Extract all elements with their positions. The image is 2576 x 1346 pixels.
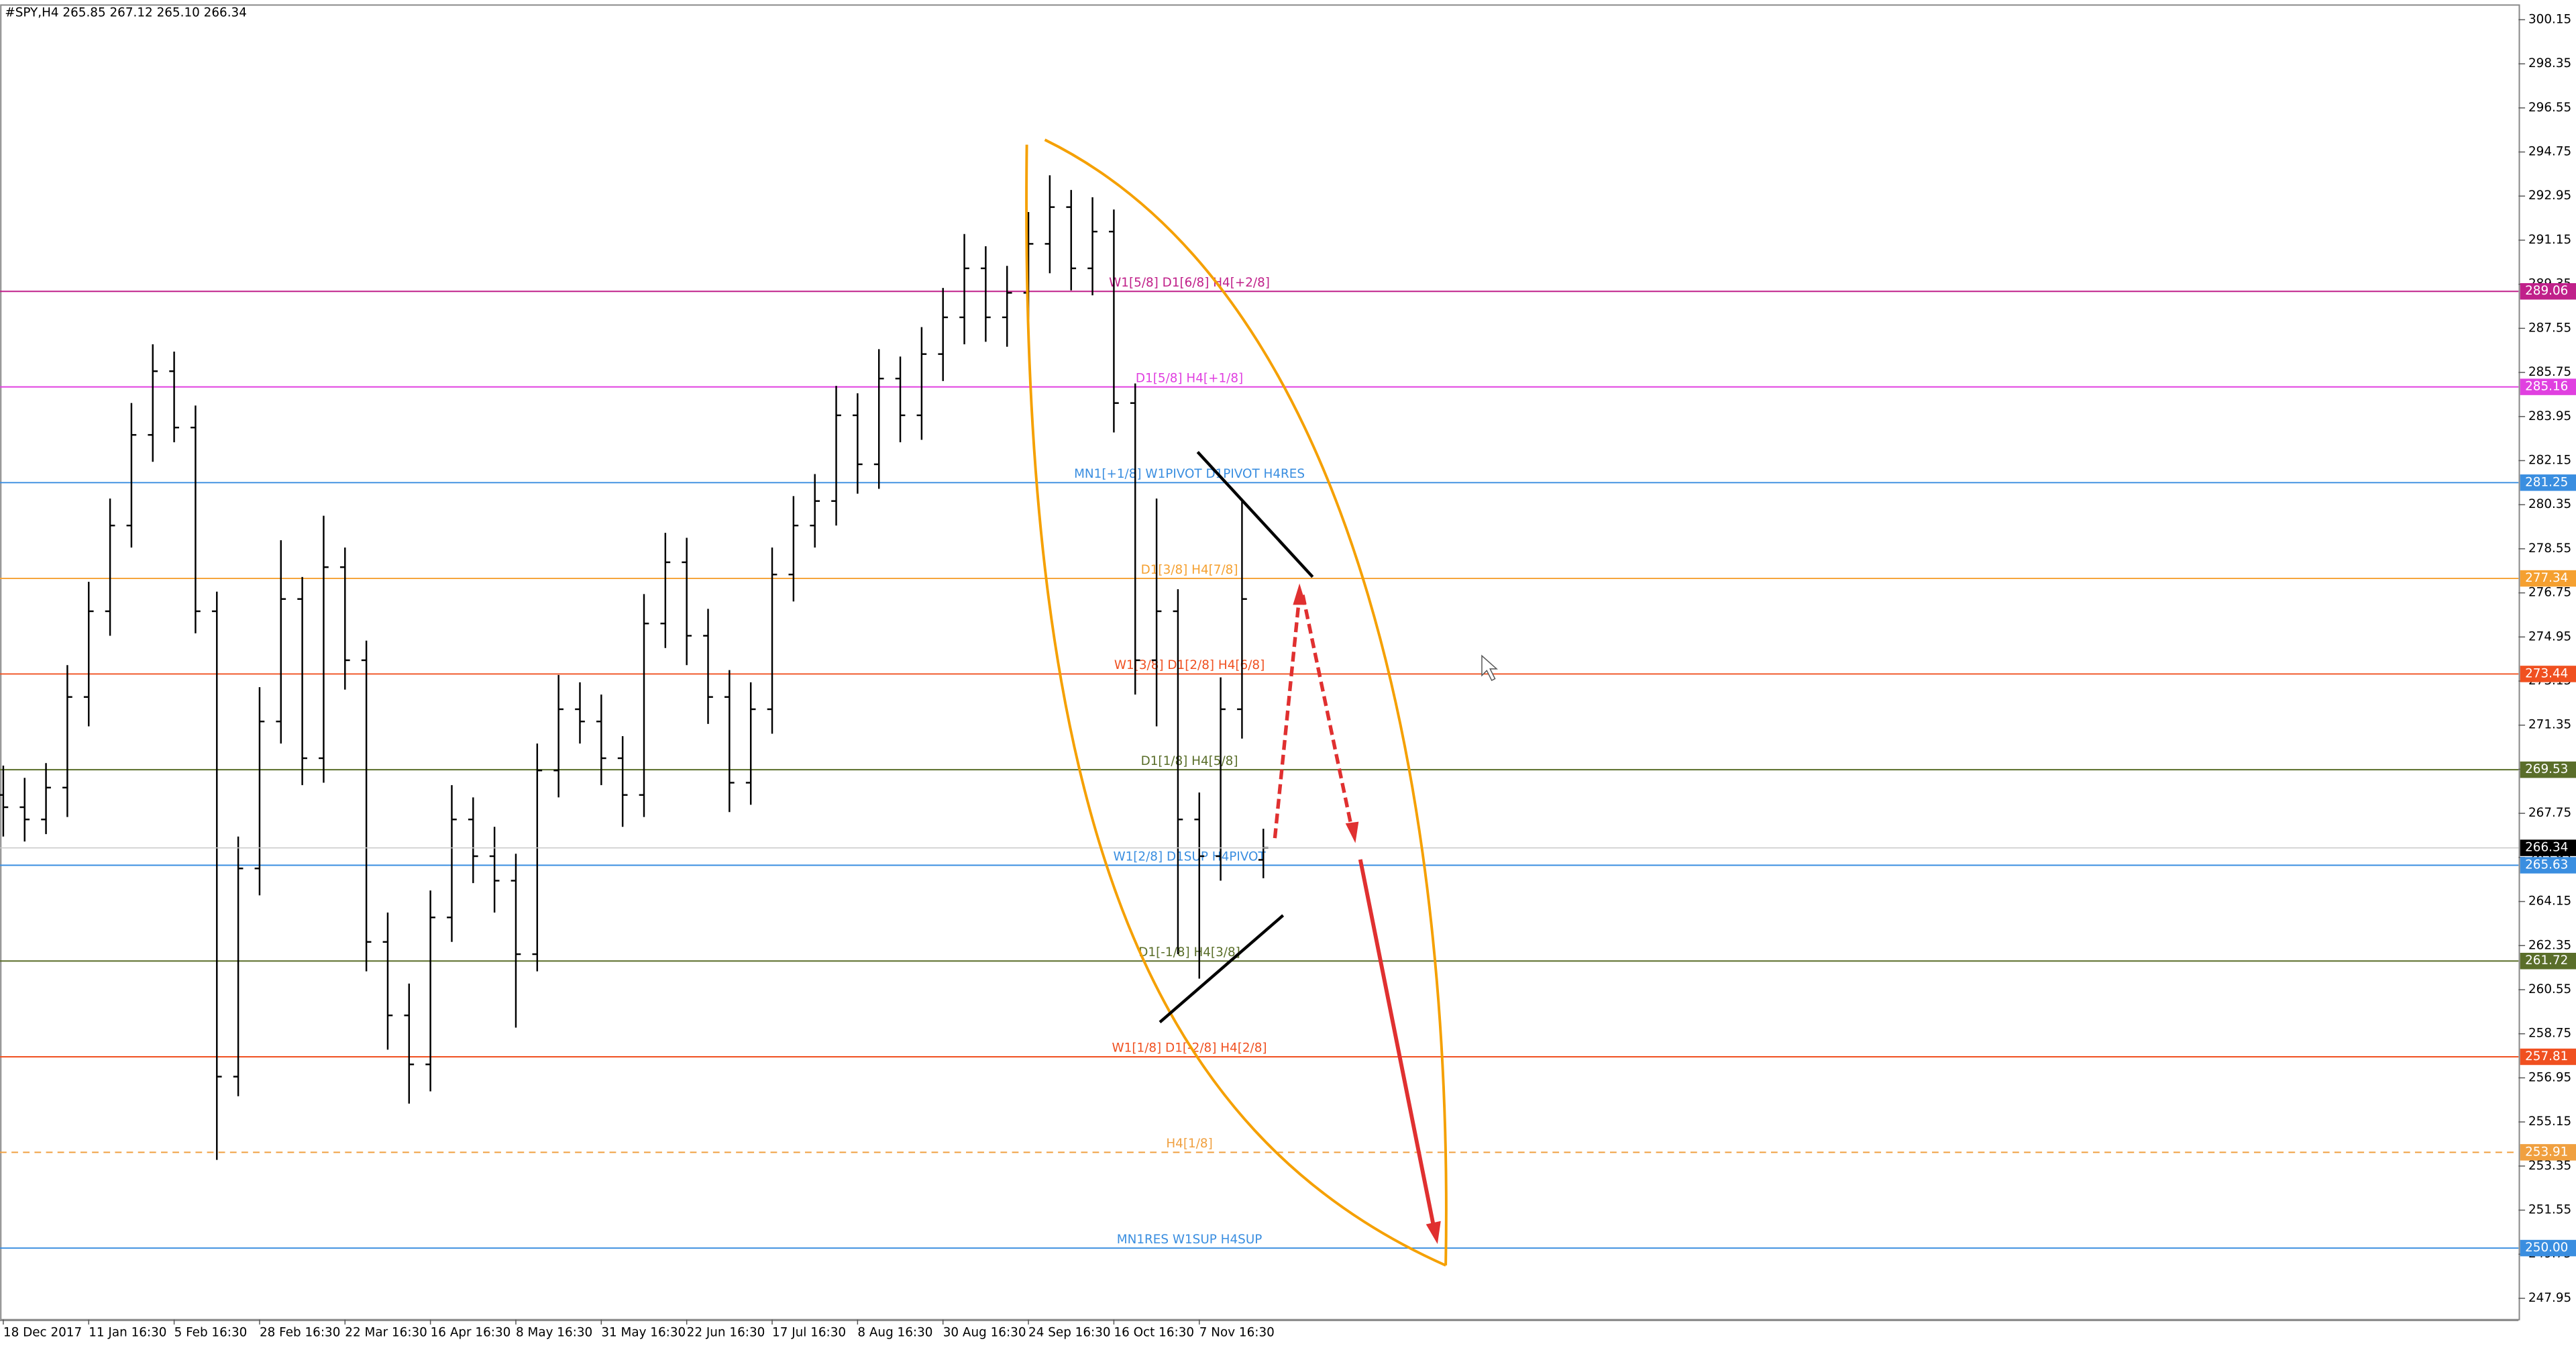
price-box-label: 277.34	[2525, 571, 2568, 585]
price-box	[2520, 282, 2576, 300]
price-box-label: 289.06	[2525, 284, 2568, 298]
y-tick-label: 280.35	[2528, 497, 2571, 511]
price-box	[2520, 1048, 2576, 1066]
y-tick-label: 247.95	[2528, 1291, 2571, 1305]
price-box-label: 285.16	[2525, 380, 2568, 394]
y-tick-label: 251.55	[2528, 1202, 2571, 1216]
y-tick-label: 296.55	[2528, 101, 2571, 115]
price-box-label: 269.53	[2525, 762, 2568, 776]
level-label: H4[1/8]	[1166, 1137, 1212, 1151]
price-box	[2520, 1144, 2576, 1161]
x-tick-label: 22 Mar 16:30	[345, 1325, 427, 1339]
y-tick-label: 278.55	[2528, 541, 2571, 556]
level-label: W1[3/8] D1[2/8] H4[6/8]	[1114, 658, 1265, 672]
arrow-down-dashed	[1301, 594, 1354, 831]
x-tick-label: 11 Jan 16:30	[89, 1325, 166, 1339]
price-box-label: 253.91	[2525, 1145, 2568, 1159]
axes: 300.15 298.35 296.55 294.75 292.95 291.15 289.…	[0, 5, 2576, 1339]
level-label: W1[2/8] D1SUP H4PIVOT	[1113, 849, 1266, 864]
price-box-label: 265.63	[2525, 858, 2568, 872]
y-tick-label: 253.35	[2528, 1159, 2571, 1173]
y-tick-label: 255.15	[2528, 1115, 2571, 1129]
trend-line	[1196, 451, 1314, 578]
y-tick-label: 258.75	[2528, 1027, 2571, 1041]
trend-line	[1159, 914, 1285, 1024]
y-tick-label: 292.95	[2528, 189, 2571, 203]
level-label: D1[5/8] H4[+1/8]	[1136, 371, 1243, 385]
price-box	[2520, 666, 2576, 682]
mouse-cursor	[1481, 654, 1498, 682]
y-tick-label: 271.35	[2528, 718, 2571, 732]
price-box	[2520, 953, 2576, 970]
arrow-up-dashed	[1273, 594, 1301, 839]
y-tick-label: 300.15	[2528, 12, 2571, 26]
level-label: D1[-1/8] H4[3/8]	[1138, 945, 1240, 960]
x-tick-label: 17 Jul 16:30	[772, 1325, 846, 1339]
level-label: W1[1/8] D1[-2/8] H4[2/8]	[1112, 1041, 1267, 1055]
x-tick-label: 8 Aug 16:30	[857, 1325, 932, 1339]
x-tick-label: 16 Oct 16:30	[1114, 1325, 1194, 1339]
y-tick-label: 256.95	[2528, 1070, 2571, 1084]
bars	[0, 175, 1269, 1160]
price-box	[2520, 378, 2576, 395]
arrow-head	[1426, 1221, 1441, 1245]
y-tick-label: 298.35	[2528, 56, 2571, 70]
arc-left	[1025, 144, 1446, 1267]
price-box	[2520, 474, 2576, 491]
price-box-label: 257.81	[2525, 1049, 2568, 1064]
current-price-box	[2520, 839, 2576, 856]
x-tick-label: 31 May 16:30	[601, 1325, 686, 1339]
y-tick-label: 287.55	[2528, 321, 2571, 335]
levels: W1[5/8] D1[6/8] H4[+2/8] D1[5/8] H4[+1/8]…	[0, 276, 2519, 1249]
x-tick-label: 28 Feb 16:30	[260, 1325, 340, 1339]
x-tick-label: 8 May 16:30	[516, 1325, 592, 1339]
x-tick-label: 22 Jun 16:30	[687, 1325, 765, 1339]
x-tick-label: 16 Apr 16:30	[431, 1325, 511, 1339]
arrow-head	[1345, 821, 1359, 843]
annotations	[1025, 138, 1498, 1267]
x-tick-label: 7 Nov 16:30	[1199, 1325, 1275, 1339]
level-label: MN1[+1/8] W1PIVOT D1PIVOT H4RES	[1074, 467, 1305, 481]
price-box-label: 273.44	[2525, 666, 2568, 680]
chart-header: #SPY,H4 265.85 267.12 265.10 266.34	[5, 6, 247, 20]
price-box-label: 281.25	[2525, 475, 2568, 489]
y-tick-label: 294.75	[2528, 145, 2571, 159]
x-tick-label: 30 Aug 16:30	[943, 1325, 1026, 1339]
level-label: D1[3/8] H4[7/8]	[1141, 563, 1238, 577]
price-box	[2520, 857, 2576, 874]
level-label: MN1RES W1SUP H4SUP	[1117, 1233, 1263, 1247]
x-tick-label: 5 Feb 16:30	[174, 1325, 248, 1339]
price-box-label: 261.72	[2525, 953, 2568, 968]
arc-right	[1044, 138, 1448, 1265]
y-tick-label: 291.15	[2528, 233, 2571, 247]
y-tick-label: 282.15	[2528, 453, 2571, 467]
y-tick-label: 285.75	[2528, 365, 2571, 379]
arrow-down	[1358, 859, 1436, 1230]
price-box-label: 250.00	[2525, 1241, 2568, 1255]
x-tick-label: 24 Sep 16:30	[1028, 1325, 1111, 1339]
y-tick-label: 283.95	[2528, 409, 2571, 423]
price-box	[2520, 761, 2576, 778]
y-tick-label: 264.15	[2528, 894, 2571, 909]
y-tick-label: 276.75	[2528, 586, 2571, 600]
y-tick-label: 267.75	[2528, 806, 2571, 820]
level-label: W1[5/8] D1[6/8] H4[+2/8]	[1109, 276, 1270, 290]
x-tick-label: 18 Dec 2017	[3, 1325, 82, 1339]
level-label: D1[1/8] H4[5/8]	[1141, 754, 1238, 768]
y-tick-label: 262.35	[2528, 938, 2571, 952]
price-box	[2520, 1239, 2576, 1257]
price-box	[2520, 570, 2576, 587]
current-price-label: 266.34	[2525, 841, 2568, 855]
y-tick-label: 274.95	[2528, 629, 2571, 643]
y-tick-label: 260.55	[2528, 982, 2571, 996]
